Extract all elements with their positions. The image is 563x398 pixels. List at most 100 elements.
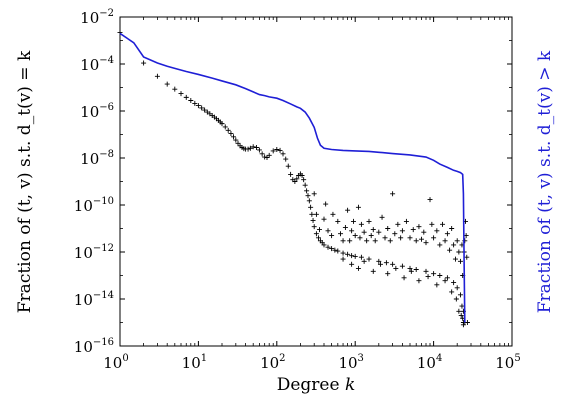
data-point-plus (458, 312, 464, 318)
data-point-plus (457, 258, 463, 264)
data-point-plus (325, 228, 331, 234)
data-point-plus (154, 73, 160, 79)
data-layer (117, 29, 470, 328)
data-point-plus (413, 238, 419, 244)
data-point-plus (323, 201, 329, 207)
data-point-plus (437, 273, 443, 278)
data-point-plus (454, 285, 460, 291)
data-point-plus (398, 235, 404, 241)
data-point-plus (304, 188, 310, 194)
data-point-plus (164, 81, 170, 87)
data-point-plus (285, 163, 291, 169)
data-point-plus (349, 228, 355, 234)
data-point-plus (449, 289, 455, 295)
data-point-plus (376, 229, 382, 235)
data-point-plus (253, 144, 259, 150)
data-point-plus (368, 233, 374, 239)
data-point-plus (459, 303, 465, 309)
data-point-plus (395, 221, 401, 227)
data-point-plus (274, 146, 280, 152)
y-axis-title-right-text: Fraction of (t, v) s.t. d_t(v) > k (535, 50, 555, 313)
data-point-plus (379, 214, 385, 220)
data-point-plus (451, 280, 457, 286)
data-point-plus (259, 151, 265, 157)
data-point-plus (332, 247, 338, 253)
data-point-plus (399, 263, 405, 269)
data-point-plus (440, 221, 446, 227)
data-point-plus (393, 265, 399, 271)
data-point-plus (329, 233, 335, 239)
data-point-plus (349, 261, 355, 267)
data-point-plus (407, 265, 413, 271)
data-point-plus (310, 217, 316, 223)
data-point-plus (270, 148, 276, 154)
data-point-plus (230, 134, 236, 140)
data-point-plus (311, 191, 317, 197)
data-point-plus (335, 218, 341, 224)
data-point-plus (361, 258, 367, 264)
data-point-plus (311, 224, 317, 230)
plot-frame (119, 16, 513, 347)
data-point-plus (370, 227, 376, 233)
data-point-plus (345, 251, 351, 257)
data-point-plus (256, 147, 262, 153)
data-point-plus (299, 173, 305, 179)
data-point-plus (444, 231, 450, 237)
data-point-plus (233, 137, 239, 143)
data-point-plus (250, 144, 256, 150)
data-point-plus (247, 145, 253, 151)
data-point-plus (427, 197, 433, 203)
y-tick-label: 10−2 (80, 8, 114, 27)
data-point-plus (407, 235, 413, 241)
y-tick-label: 10−14 (74, 290, 114, 309)
data-point-plus (401, 275, 407, 281)
data-point-plus (309, 211, 315, 217)
x-tick-label: 100 (103, 353, 128, 372)
data-point-plus (280, 151, 286, 157)
data-point-plus (350, 218, 356, 224)
data-point-plus (301, 177, 307, 183)
data-point-plus (141, 60, 147, 66)
data-point-plus (421, 229, 427, 235)
data-point-plus (178, 91, 184, 97)
data-point-plus (340, 238, 346, 244)
data-point-plus (385, 271, 391, 277)
data-point-plus (199, 105, 205, 111)
data-point-plus (202, 107, 208, 113)
data-point-plus (266, 152, 272, 158)
y-axis-title-left-text: Fraction of (t, v) s.t. d_t(v) = k (15, 50, 35, 313)
x-tick-label: 101 (182, 353, 207, 372)
data-point-plus (437, 242, 443, 248)
data-point-plus (399, 228, 405, 234)
data-point-plus (195, 103, 201, 109)
data-point-plus (366, 218, 372, 224)
data-point-plus (464, 254, 470, 260)
data-point-plus (453, 296, 459, 302)
data-point-plus (449, 226, 455, 231)
data-point-plus (316, 227, 322, 233)
data-point-plus (262, 154, 268, 160)
data-point-plus (372, 238, 378, 244)
data-point-plus (429, 221, 435, 227)
data-point-plus (403, 218, 409, 224)
y-tick-label: 10−12 (74, 243, 114, 262)
cumulative-line (119, 32, 466, 323)
data-point-plus (410, 227, 416, 233)
data-point-plus (245, 146, 251, 152)
data-point-plus (444, 275, 450, 281)
data-point-plus (352, 233, 358, 239)
y-tick-label: 10−4 (80, 55, 114, 74)
data-point-plus (315, 235, 321, 241)
data-point-plus (192, 100, 198, 106)
data-point-plus (456, 308, 462, 314)
data-point-plus (349, 253, 355, 259)
data-point-plus (431, 271, 437, 277)
data-point-plus (308, 204, 314, 210)
data-point-plus (342, 225, 348, 231)
data-point-plus (294, 176, 300, 182)
data-point-plus (423, 240, 429, 246)
data-point-plus (447, 247, 453, 253)
data-point-plus (382, 235, 388, 241)
data-point-plus (172, 86, 178, 92)
data-point-plus (352, 253, 358, 259)
